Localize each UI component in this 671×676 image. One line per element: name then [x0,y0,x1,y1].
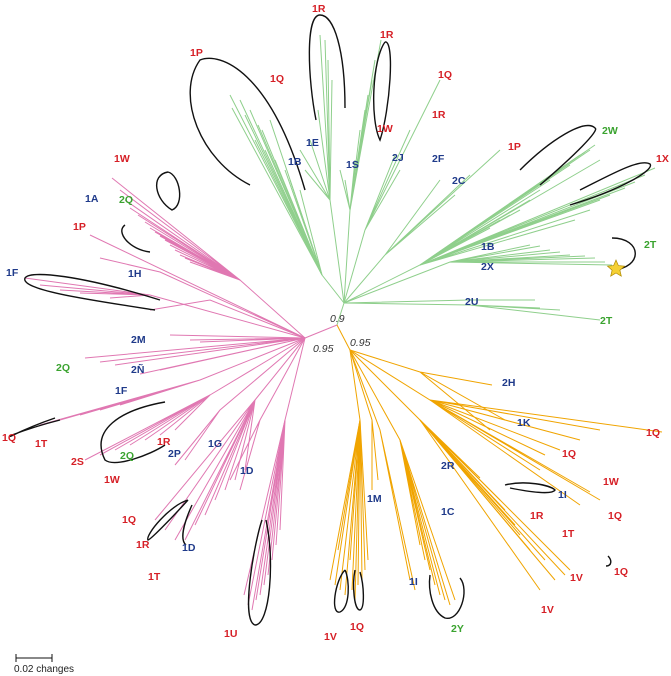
label-1G: 1G [208,438,222,450]
label-2C: 2C [452,175,466,187]
label-2T: 2T [600,315,613,327]
label-1Q: 1Q [614,566,628,578]
label-1I: 1I [409,576,418,588]
label-2P: 2P [168,448,181,460]
label-1H: 1H [128,268,141,280]
label-1A: 1A [85,193,99,205]
label-1P: 1P [73,221,86,233]
label-1T: 1T [35,438,48,450]
orange-clade-labels: 2H 1K 1Q 1Q 1W 2R 1I 1M 1C 1R 1Q 1T 1V 1… [324,377,660,643]
label-1Q: 1Q [270,73,284,85]
label-1D: 1D [182,542,196,554]
clade-brackets [9,14,652,626]
label-2Q: 2Q [56,362,70,374]
pink-clade-labels: 1W 1A 2Q 1P 1H 1F 2M 2Q 2Ñ 1F 1Q 1T 2S 1… [2,153,254,640]
label-2R: 2R [441,460,455,472]
scale-bar-label: 0.02 changes [14,664,74,675]
label-1V: 1V [324,631,337,643]
label-1W: 1W [377,123,393,135]
label-2M: 2M [131,334,146,346]
label-2X: 2X [481,261,494,273]
label-2Q: 2Q [120,450,134,462]
label-1K: 1K [517,417,531,429]
tree-backbone [304,302,351,351]
label-1F: 1F [6,267,19,279]
label-1V: 1V [570,572,583,584]
pink-clade-branches [24,177,306,611]
scale-bar: 0.02 changes [14,654,74,675]
label-1X: 1X [656,153,669,165]
label-2W: 2W [602,125,618,137]
label-1T: 1T [148,571,161,583]
label-1D: 1D [240,465,254,477]
label-1V: 1V [541,604,554,616]
label-1R: 1R [530,510,544,522]
label-1Q: 1Q [646,427,660,439]
green-clade-labels: 1R 1P 1Q 1R 1Q 1E 1B 1S 1W 1R 2J 2F 1P 2… [190,3,669,327]
support-value-green: 0.9 [330,313,345,325]
label-1T: 1T [562,528,575,540]
label-2J: 2J [392,152,404,164]
orange-clade-branches [329,349,663,606]
label-1R: 1R [157,436,171,448]
label-1W: 1W [104,474,120,486]
label-1I: 1I [558,489,567,501]
label-1R: 1R [380,29,394,41]
label-1W: 1W [603,476,619,488]
star-marker-icon [606,259,626,277]
label-1R: 1R [312,3,326,15]
label-1U: 1U [224,628,237,640]
label-1Q: 1Q [2,432,16,444]
label-1Q: 1Q [350,621,364,633]
support-value-pink: 0.95 [313,343,334,355]
label-2Y: 2Y [451,623,464,635]
label-1B: 1B [481,241,495,253]
label-1B: 1B [288,156,302,168]
label-1C: 1C [441,506,455,518]
label-1M: 1M [367,493,382,505]
label-1S: 1S [346,159,359,171]
label-1E: 1E [306,137,319,149]
label-2N: 2Ñ [131,363,144,376]
label-1R: 1R [432,109,446,121]
label-1Q: 1Q [608,510,622,522]
label-2Q: 2Q [119,194,133,206]
label-1Q: 1Q [438,69,452,81]
label-2H: 2H [502,377,515,389]
label-1R: 1R [136,539,150,551]
label-2F: 2F [432,153,445,165]
label-2U: 2U [465,296,478,308]
label-2S: 2S [71,456,84,468]
support-value-orange: 0.95 [350,337,371,349]
label-1Q: 1Q [562,448,576,460]
green-clade-branches [229,34,656,321]
label-1P: 1P [190,47,203,59]
label-2T: 2T [644,239,657,251]
label-1P: 1P [508,141,521,153]
label-1F: 1F [115,385,128,397]
label-1W: 1W [114,153,130,165]
label-1Q: 1Q [122,514,136,526]
